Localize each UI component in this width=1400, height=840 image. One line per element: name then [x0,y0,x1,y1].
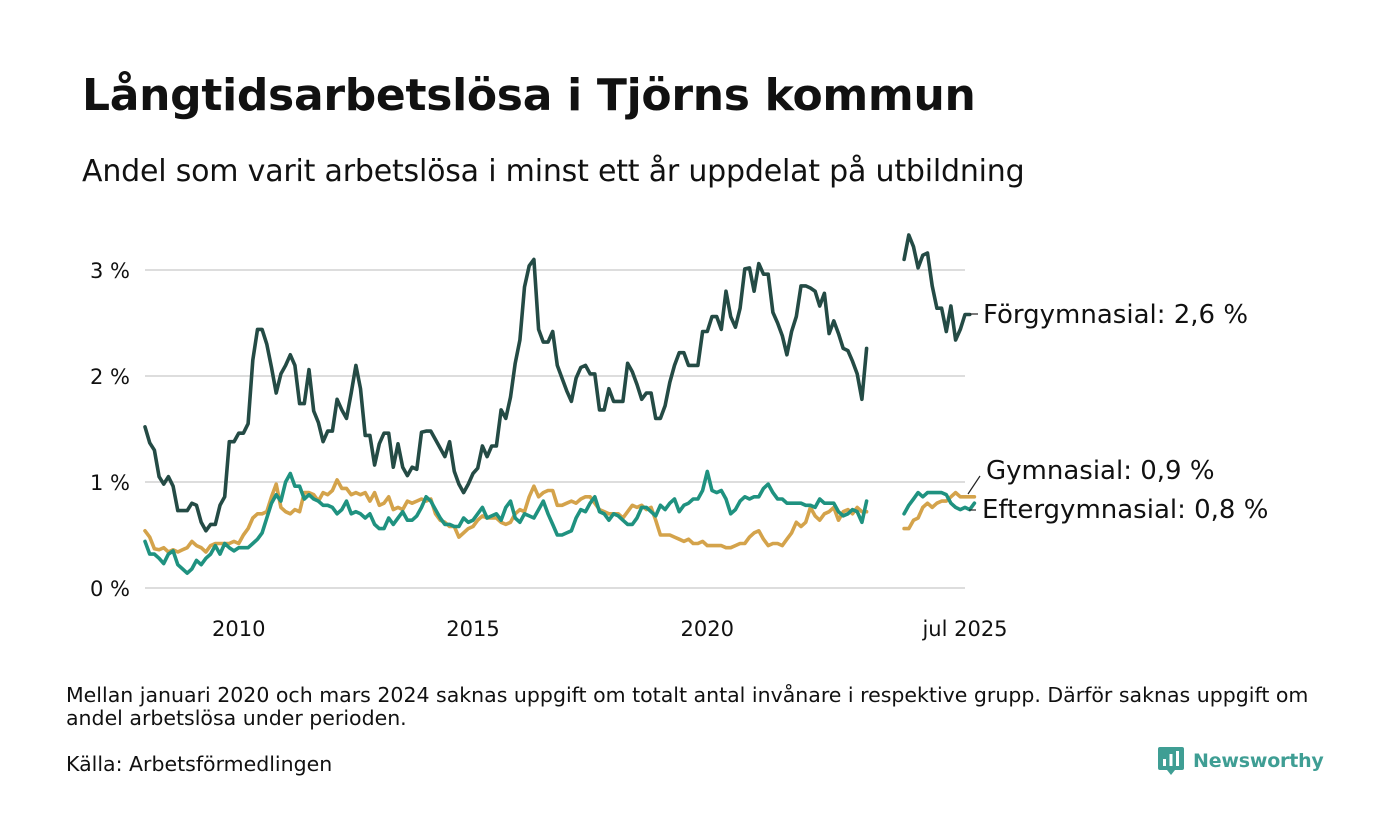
newsworthy-logo: Newsworthy [1158,746,1324,776]
y-axis-tick-labels: 0 % 1 % 2 % 3 % [90,259,130,601]
series-line-förgymnasial [902,233,972,342]
label-leader-line [967,475,981,495]
footnote: Mellan januari 2020 och mars 2024 saknas… [66,683,1309,730]
series-line-eftergymnasial [143,478,869,554]
series-end-labels: Förgymnasial: 2,6 % Gymnasial: 0,9 % Efter… [967,300,1268,525]
series-line-eftergymnasial [902,490,977,531]
brand-name: Newsworthy [1193,750,1324,772]
x-axis-tick-labels: 2010 2015 2020 jul 2025 [212,617,1008,641]
newsworthy-logo-icon [1158,747,1184,775]
series-end-label: Förgymnasial: 2,6 % [983,300,1248,330]
x-tick-label: 2020 [681,617,734,641]
series-line-gymnasial [902,490,977,516]
x-tick-label: jul 2025 [921,617,1007,641]
series-end-label: Eftergymnasial: 0,8 % [982,495,1268,525]
y-tick-label: 3 % [90,259,130,283]
y-tick-label: 1 % [90,471,130,495]
source-note: Källa: Arbetsförmedlingen [66,752,333,776]
line-chart: 0 % 1 % 2 % 3 % 2010 2015 2020 jul 2025 Förgym… [90,233,1268,641]
chart-subtitle: Andel som varit arbetslösa i minst ett å… [82,154,1025,189]
y-tick-label: 0 % [90,577,130,601]
series-line-gymnasial [143,469,869,576]
series-line-förgymnasial [143,257,869,533]
gridlines [145,269,965,589]
y-tick-label: 2 % [90,365,130,389]
chart-title: Långtidsarbetslösa i Tjörns kommun [82,70,976,121]
x-tick-label: 2010 [212,617,265,641]
series-end-label: Gymnasial: 0,9 % [986,456,1215,486]
series-lines [143,233,977,576]
x-tick-label: 2015 [446,617,499,641]
